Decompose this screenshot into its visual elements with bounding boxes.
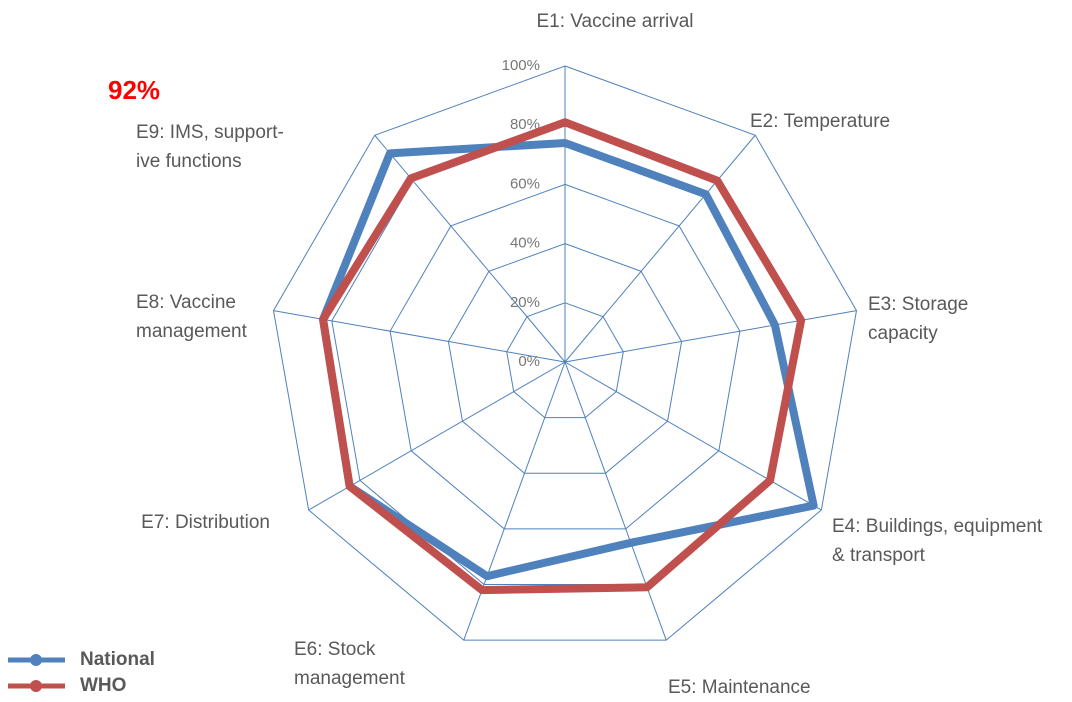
series-line bbox=[319, 118, 806, 595]
legend-label: National bbox=[80, 649, 155, 670]
spoke bbox=[564, 134, 756, 363]
category-label: E9: IMS, support- bbox=[136, 122, 284, 143]
category-label: E3: Storage bbox=[868, 294, 968, 315]
spoke bbox=[564, 361, 822, 511]
spoke bbox=[564, 361, 667, 641]
category-label: & transport bbox=[832, 545, 926, 566]
legend-marker bbox=[30, 654, 42, 666]
tick-label: 60% bbox=[510, 175, 540, 192]
grid-ring bbox=[272, 65, 858, 641]
tick-label: 20% bbox=[510, 294, 540, 311]
category-label: E7: Distribution bbox=[141, 512, 270, 533]
category-label: E2: Temperature bbox=[750, 111, 890, 132]
grid-ring bbox=[389, 183, 741, 530]
category-label: E8: Vaccine bbox=[136, 292, 236, 313]
legend-marker bbox=[30, 680, 42, 692]
category-label: capacity bbox=[868, 323, 938, 344]
tick-label: 0% bbox=[518, 353, 540, 370]
spoke bbox=[374, 134, 566, 363]
grid-ring bbox=[506, 302, 624, 419]
tick-label: 40% bbox=[510, 235, 540, 252]
category-label: E5: Maintenance bbox=[668, 677, 811, 698]
annotation: 92% bbox=[108, 75, 160, 105]
category-label: E6: Stock bbox=[294, 639, 376, 660]
spoke bbox=[564, 310, 857, 363]
series-line bbox=[319, 138, 818, 581]
category-label: E1: Vaccine arrival bbox=[537, 11, 694, 32]
spoke bbox=[463, 361, 566, 641]
tick-label: 80% bbox=[510, 116, 540, 133]
category-label: ive functions bbox=[136, 151, 242, 172]
category-label: management bbox=[294, 668, 406, 689]
tick-label: 100% bbox=[502, 57, 540, 74]
grid-ring bbox=[447, 243, 683, 474]
category-label: E4: Buildings, equipment bbox=[832, 516, 1043, 537]
category-label: management bbox=[136, 321, 248, 342]
legend-label: WHO bbox=[80, 675, 126, 696]
